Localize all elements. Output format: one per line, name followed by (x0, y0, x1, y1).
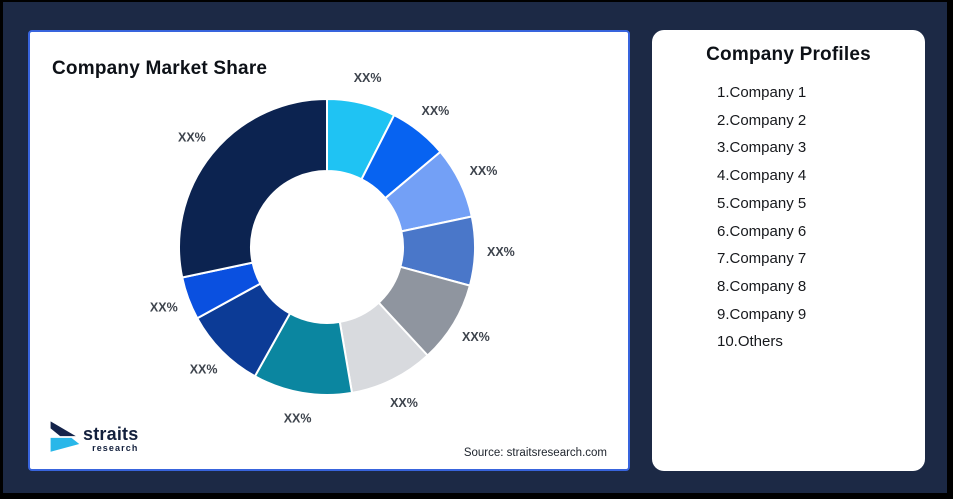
logo-brand: straits (83, 424, 139, 444)
list-item: 8.Company 8 (717, 277, 807, 295)
segment-value-label: XX% (470, 164, 498, 178)
segment-value-label: XX% (390, 396, 418, 410)
list-item: 3.Company 3 (717, 139, 807, 157)
company-profiles-card: Company Profiles 1.Company 1 2.Company 2… (652, 30, 925, 471)
segment-value-label: XX% (422, 104, 450, 118)
segment-value-label: XX% (284, 412, 312, 426)
list-item: 5.Company 5 (717, 194, 807, 212)
segment-value-label: XX% (487, 245, 515, 259)
list-item: 10.Others (717, 333, 783, 351)
segment-value-label: XX% (150, 301, 178, 315)
source-text: Source: straitsresearch.com (463, 447, 607, 459)
chart-title: Company Market Share (52, 57, 268, 79)
logo-mark-dark-arrow (50, 421, 76, 437)
list-item: 7.Company 7 (717, 250, 807, 268)
logo-mark-cyan-arrow (50, 437, 80, 452)
segment-value-label: XX% (462, 330, 490, 344)
company-list: 1.Company 1 2.Company 2 3.Company 3 4.Co… (717, 79, 925, 356)
segment-value-label: XX% (178, 130, 206, 144)
list-item: 9.Company 9 (717, 305, 807, 323)
straits-logo: straits research (48, 419, 138, 455)
donut-chart: XX% XX% XX% XX% XX% XX% XX% XX% XX% XX% (150, 71, 515, 426)
page-background: Company Market Share XX% XX% XX% XX% XX% XX% X… (3, 2, 947, 493)
segment-value-label: XX% (190, 363, 218, 377)
market-share-card: Company Market Share XX% XX% XX% XX% XX% XX% X… (28, 30, 630, 471)
donut-segment-others (178, 98, 328, 279)
list-item: 2.Company 2 (717, 111, 807, 129)
list-item: 1.Company 1 (717, 84, 807, 101)
logo-brand-sub: research (92, 443, 139, 453)
list-item: 4.Company 4 (717, 167, 807, 185)
profiles-title: Company Profiles (706, 44, 871, 65)
segment-value-label: XX% (354, 71, 382, 85)
straits-logo-icon (50, 421, 80, 452)
list-item: 6.Company 6 (717, 222, 807, 240)
logo-text: straits research (83, 424, 139, 453)
